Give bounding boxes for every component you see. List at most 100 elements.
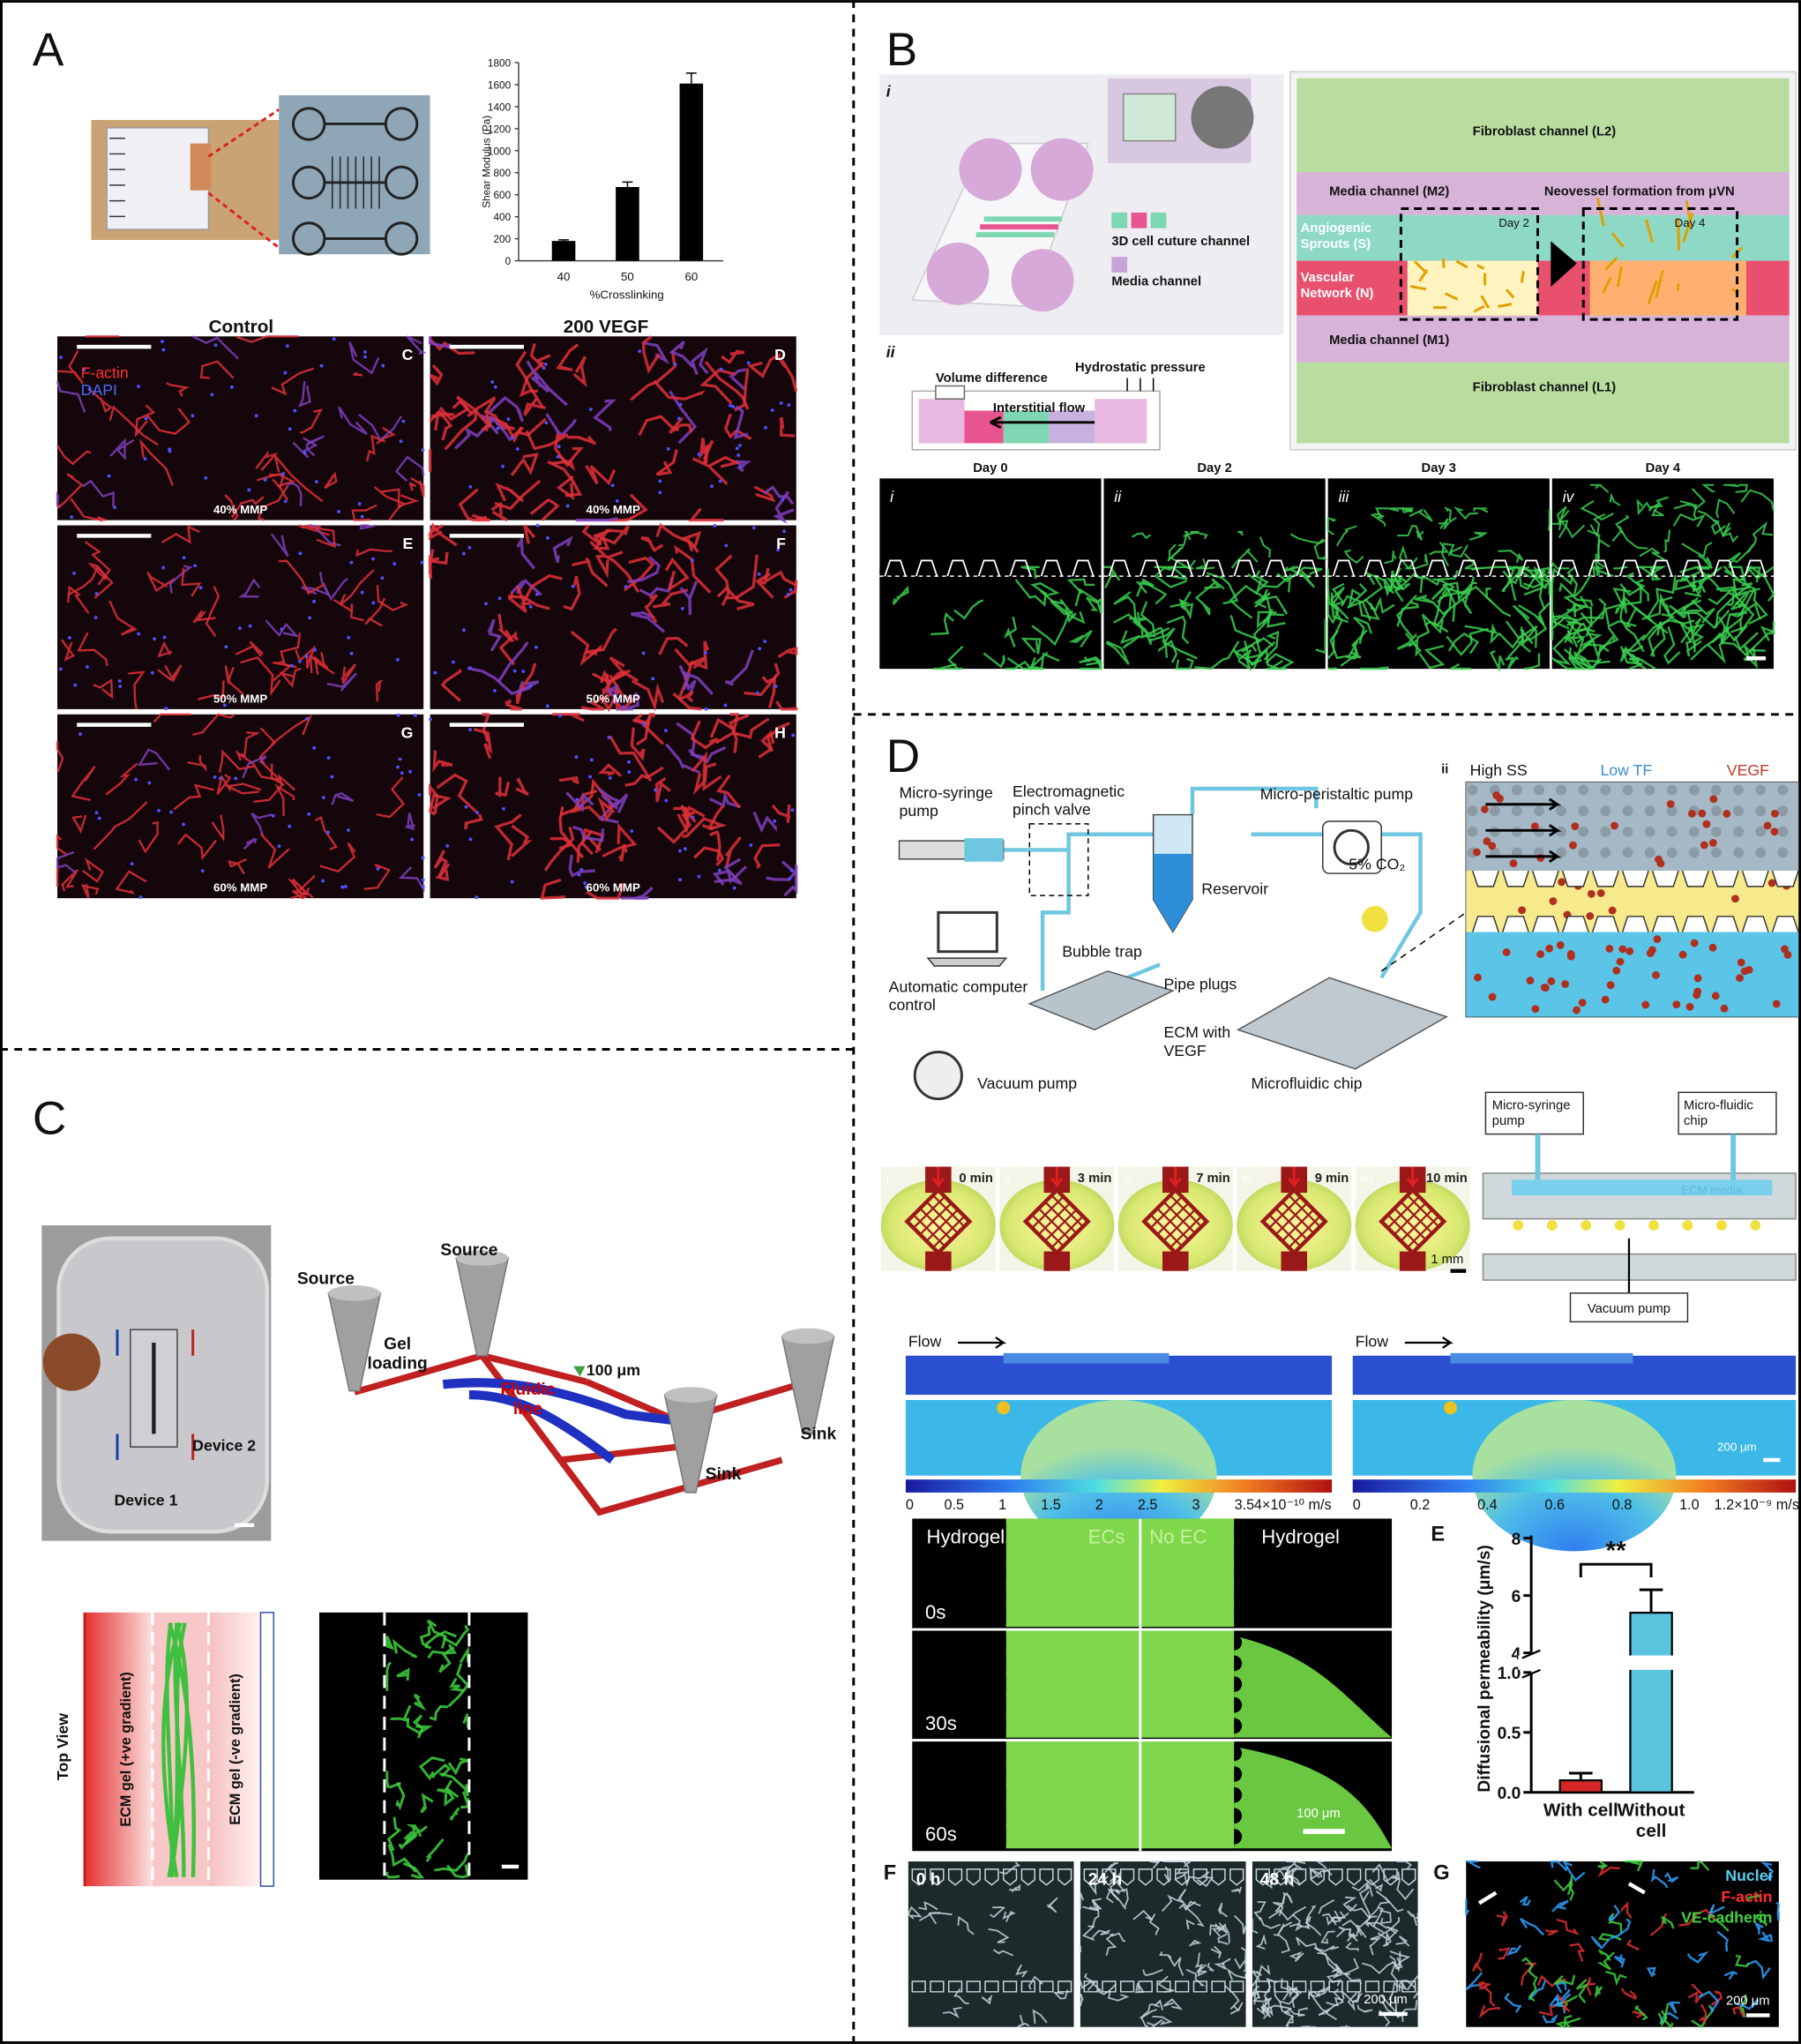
post	[1255, 1980, 1270, 1993]
particle	[307, 812, 311, 816]
particle	[344, 885, 347, 888]
micrograph-texture	[1107, 1990, 1130, 2002]
bar	[1558, 1779, 1603, 1793]
micrograph-texture	[139, 438, 175, 486]
micrograph-texture	[1285, 2014, 1294, 2027]
y-tick-label: 600	[493, 189, 511, 201]
axis-title: Shear Modulus (Pa)	[481, 116, 493, 208]
micrograph-texture	[918, 1901, 938, 1911]
micrograph-texture	[754, 572, 774, 599]
annotation: Microfluidic chip	[1251, 1074, 1362, 1092]
micrograph-texture	[1074, 588, 1102, 614]
shape	[1733, 805, 1744, 817]
micrograph-texture	[907, 1905, 923, 1920]
particle	[710, 484, 714, 489]
x-tick-label-box: With cell	[1543, 1799, 1618, 1820]
micrograph-texture	[1105, 1889, 1127, 1910]
particle	[1566, 952, 1575, 961]
micrograph-texture	[1015, 1964, 1028, 1978]
micrograph-texture	[777, 647, 798, 658]
micrograph-texture	[447, 1757, 468, 1776]
particle	[497, 596, 502, 601]
micrograph-texture	[1096, 1983, 1117, 1995]
shape	[1234, 1745, 1243, 1762]
particle	[535, 523, 540, 528]
particle	[218, 776, 222, 781]
micrograph-texture	[1723, 483, 1739, 488]
micrograph-texture	[270, 533, 289, 558]
y-tick-label: 0	[505, 255, 512, 267]
error-bar	[685, 72, 697, 84]
post	[1156, 1980, 1171, 1993]
micrograph-texture	[1150, 627, 1176, 646]
post	[1401, 1868, 1416, 1886]
shape	[1005, 1518, 1235, 1628]
micrograph-texture	[290, 878, 310, 900]
shape	[1777, 826, 1789, 837]
post	[947, 1980, 963, 1993]
shape	[964, 838, 1004, 862]
annotation: Micro-syringe	[1492, 1098, 1571, 1112]
micrograph-texture	[449, 1677, 465, 1692]
micrograph-texture	[1315, 1861, 1333, 1876]
post	[966, 1868, 981, 1886]
particle	[298, 551, 303, 556]
shape	[1648, 1220, 1659, 1231]
micrograph-texture	[1080, 1980, 1102, 1993]
micrograph-texture	[385, 1771, 402, 1789]
shape	[1741, 870, 1769, 887]
micrograph-texture	[1265, 653, 1295, 670]
micrograph-texture	[326, 672, 358, 692]
particle	[113, 505, 117, 510]
error-bar	[1568, 1771, 1593, 1781]
particle	[283, 499, 288, 504]
vessel	[1655, 270, 1664, 299]
shape	[1644, 805, 1655, 817]
micrograph-texture	[1264, 1995, 1270, 2014]
shape	[1561, 916, 1589, 932]
post	[1057, 1868, 1072, 1886]
micrograph-texture	[1728, 549, 1751, 566]
shape	[1234, 1718, 1243, 1734]
micrograph-texture	[597, 763, 623, 777]
micrograph-texture	[734, 367, 750, 412]
shape	[1591, 870, 1619, 887]
micrograph-texture	[1282, 1891, 1293, 1904]
shape	[664, 1387, 717, 1403]
particle	[468, 484, 473, 489]
shape	[1711, 916, 1739, 932]
post	[1364, 559, 1386, 577]
micrograph-texture	[1405, 553, 1429, 570]
micrograph-texture	[1179, 600, 1194, 620]
micrograph-texture	[1353, 616, 1372, 645]
micrograph-texture	[1395, 1935, 1410, 1947]
micrograph-texture	[1170, 590, 1192, 609]
shape	[1771, 916, 1799, 932]
micrograph-texture	[1482, 1985, 1496, 2007]
micrograph-texture	[752, 811, 777, 834]
particle	[1549, 897, 1558, 905]
particle	[288, 824, 292, 828]
micrograph-texture	[567, 435, 596, 445]
image-label: 24 h	[1088, 1871, 1122, 1890]
micrograph-texture	[1551, 567, 1574, 603]
micrograph-texture	[473, 728, 493, 760]
micrograph-texture	[1052, 1989, 1069, 2000]
particle	[144, 416, 148, 421]
post	[1083, 1980, 1098, 1993]
particle	[515, 446, 519, 451]
particle	[746, 361, 751, 365]
y-tick-label: 400	[493, 211, 511, 223]
particle	[321, 796, 325, 799]
micrograph-texture	[1715, 581, 1753, 628]
shape	[1666, 784, 1678, 796]
micrograph-texture	[1247, 573, 1292, 593]
shape	[1003, 1352, 1170, 1364]
shape	[1711, 826, 1722, 837]
micrograph-texture	[273, 455, 324, 503]
particle	[288, 427, 292, 431]
shape	[1028, 823, 1089, 896]
micrograph-texture	[983, 652, 1005, 669]
annotation: Device 1	[115, 1492, 178, 1509]
shape	[1569, 1292, 1689, 1323]
